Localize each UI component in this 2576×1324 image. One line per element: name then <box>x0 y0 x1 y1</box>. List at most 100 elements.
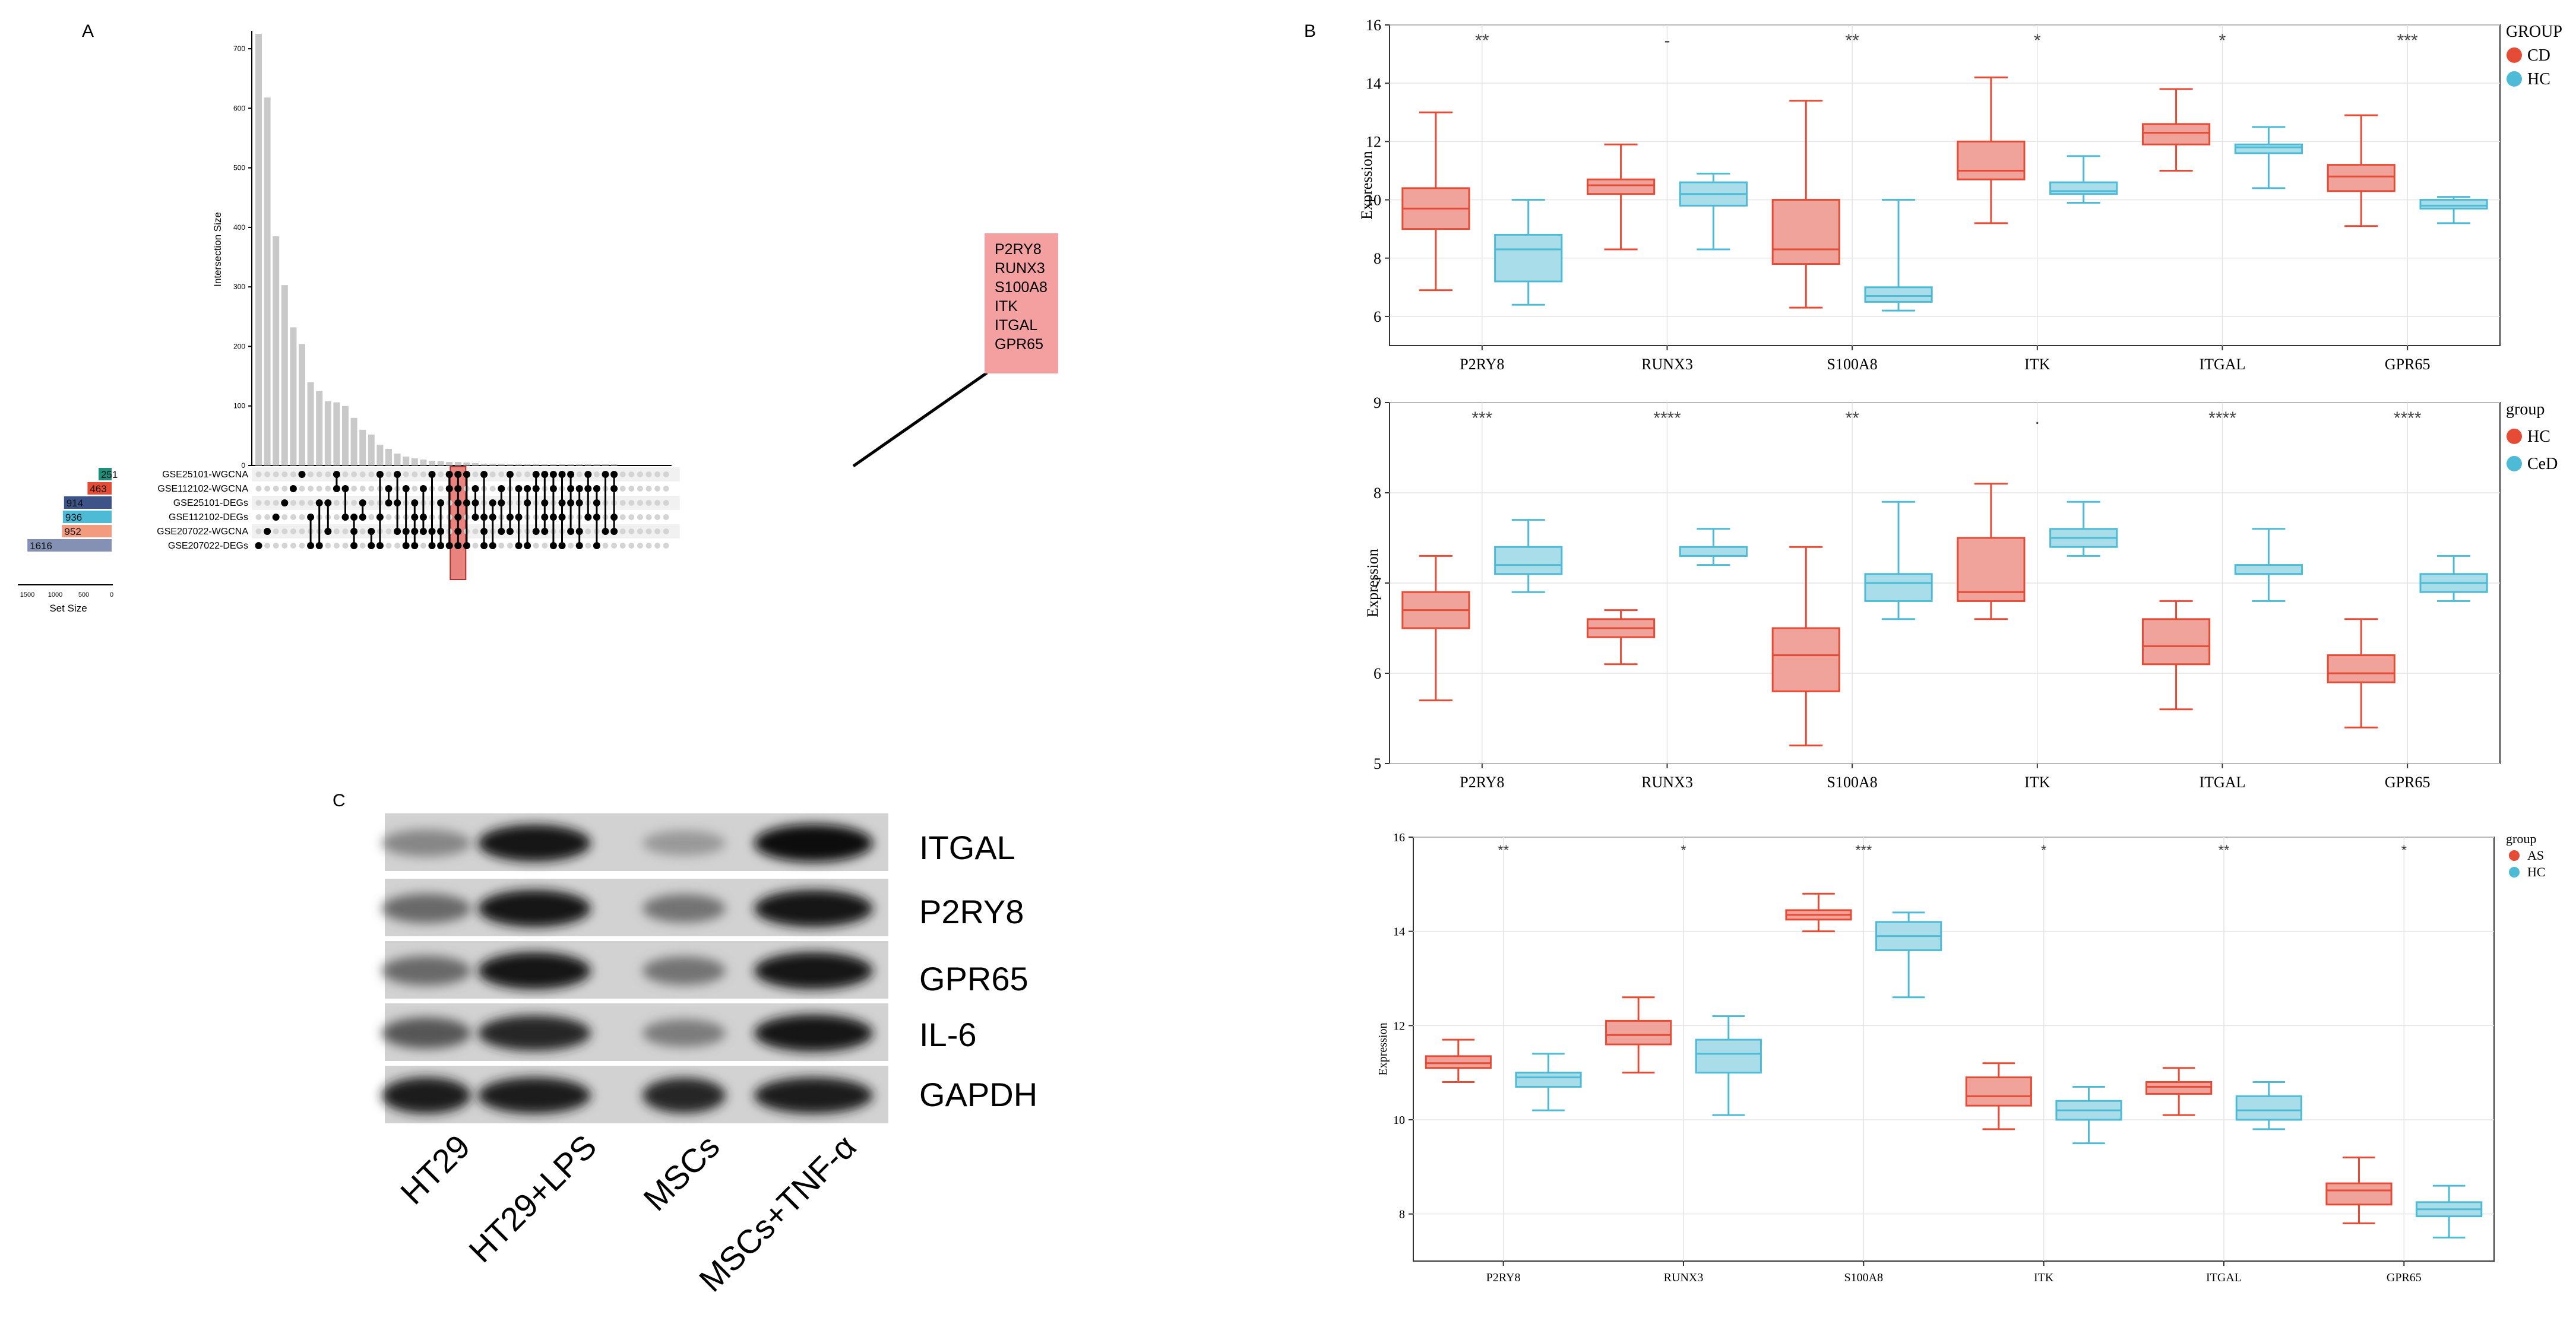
matrix-dot-filled <box>463 471 470 478</box>
upset-y-tick-label: 500 <box>233 164 245 172</box>
matrix-dot-filled <box>489 514 496 521</box>
matrix-dot-filled <box>376 542 384 549</box>
matrix-dot-filled <box>593 514 600 521</box>
blot-band <box>754 1077 873 1114</box>
blot-band <box>478 1015 591 1051</box>
significance-label: * <box>2401 842 2407 859</box>
matrix-dot-empty <box>438 486 444 492</box>
matrix-dot-filled <box>428 528 436 535</box>
matrix-dot-filled <box>549 471 557 478</box>
matrix-dot-filled <box>584 471 592 478</box>
matrix-dot-filled <box>281 499 289 506</box>
matrix-dot-filled <box>584 514 592 521</box>
intersection-bar <box>350 417 357 465</box>
matrix-dot-empty <box>663 528 669 534</box>
matrix-dot-empty <box>645 543 652 549</box>
significance-label: ** <box>1845 31 1859 50</box>
matrix-dot-filled <box>428 542 436 549</box>
box-iqr <box>2419 199 2488 210</box>
matrix-dot-filled <box>445 485 453 492</box>
matrix-dot-empty <box>619 500 626 506</box>
matrix-dot-filled <box>532 485 540 492</box>
intersection-bar <box>316 391 323 465</box>
matrix-dot-filled <box>463 499 470 506</box>
matrix-dot-filled <box>333 485 340 492</box>
intersection-bar <box>576 464 583 465</box>
legend-label: AS <box>2527 848 2544 863</box>
intersection-bar <box>498 463 505 465</box>
matrix-dot-empty <box>281 514 288 520</box>
matrix-dot-filled <box>454 471 462 478</box>
matrix-dot-filled <box>515 485 523 492</box>
matrix-dot-empty <box>325 486 331 492</box>
intersection-bar <box>299 344 305 465</box>
matrix-dot-filled <box>454 528 462 535</box>
matrix-dot-empty <box>654 486 661 492</box>
y-axis-label: Expression <box>1358 151 1375 220</box>
upset-y-tick-label: 0 <box>241 461 245 470</box>
matrix-dot-filled <box>480 528 488 535</box>
x-tick-label: ITGAL <box>2200 774 2246 791</box>
box-iqr <box>1771 199 1840 265</box>
legend-swatch <box>2509 850 2520 861</box>
significance-label: *** <box>1855 842 1872 859</box>
y-tick-label: 8 <box>1374 250 1381 267</box>
set-name: GSE25101-WGCNA <box>162 470 248 480</box>
matrix-dot-empty <box>290 528 296 534</box>
matrix-dot-empty <box>498 471 505 477</box>
matrix-dot-empty <box>385 514 392 520</box>
matrix-dot-filled <box>541 528 549 535</box>
y-tick-label: 10 <box>1393 1114 1405 1127</box>
intersection-bar <box>429 460 435 465</box>
set-size-value: 251 <box>101 469 118 480</box>
box-iqr <box>1494 546 1563 575</box>
intersection-bar <box>593 464 600 465</box>
intersection-bar <box>368 434 375 465</box>
matrix-dot-filled <box>359 514 366 521</box>
blot-lane-labels: HT29 HT29+LPS MSCs MSCs+TNF-α <box>393 1127 863 1299</box>
y-tick-label: 16 <box>1393 831 1405 844</box>
blot-band <box>643 894 726 923</box>
matrix-dot-filled <box>498 528 505 535</box>
matrix-dot-empty <box>542 543 548 549</box>
matrix-dot-empty <box>316 471 322 477</box>
matrix-dot-filled <box>454 499 462 506</box>
matrix-dot-empty <box>359 486 366 492</box>
matrix-dot-empty <box>333 528 340 534</box>
blot-strips <box>382 813 888 1123</box>
matrix-dot-filled <box>567 528 575 535</box>
matrix-dot-empty <box>351 486 357 492</box>
matrix-dot-filled <box>515 514 523 521</box>
box-iqr <box>2234 143 2303 154</box>
panel-label-b: B <box>1304 21 1316 41</box>
matrix-dot-empty <box>663 486 669 492</box>
matrix-dot-empty <box>255 471 262 477</box>
box-iqr <box>2049 181 2118 195</box>
matrix-dot-filled <box>419 528 427 535</box>
box-iqr <box>1957 140 2026 180</box>
matrix-dot-empty <box>316 486 322 492</box>
matrix-dot-filled <box>524 499 531 506</box>
intersection-bar <box>359 429 366 465</box>
matrix-dot-empty <box>299 500 305 506</box>
matrix-dot-empty <box>368 471 375 477</box>
matrix-dot-empty <box>533 543 539 549</box>
matrix-dot-empty <box>663 543 669 549</box>
intersection-bar <box>437 461 444 465</box>
matrix-dot-filled <box>567 499 575 506</box>
matrix-dot-filled <box>264 528 271 535</box>
intersection-bar <box>324 401 331 465</box>
matrix-dot-empty <box>637 528 643 534</box>
matrix-dot-filled <box>602 471 609 478</box>
matrix-dot-empty <box>255 528 262 534</box>
upset-y-tick-label: 400 <box>233 223 245 232</box>
matrix-dot-filled <box>350 542 358 549</box>
significance-label: * <box>2041 842 2046 859</box>
intersection-bar <box>480 463 488 465</box>
y-axis-label: Expression <box>1364 549 1381 617</box>
lane-label-ht29: HT29 <box>393 1127 477 1211</box>
box-iqr <box>2141 618 2211 666</box>
matrix-dot-empty <box>368 500 375 506</box>
matrix-dot-empty <box>308 500 314 506</box>
matrix-dot-filled <box>307 542 315 549</box>
